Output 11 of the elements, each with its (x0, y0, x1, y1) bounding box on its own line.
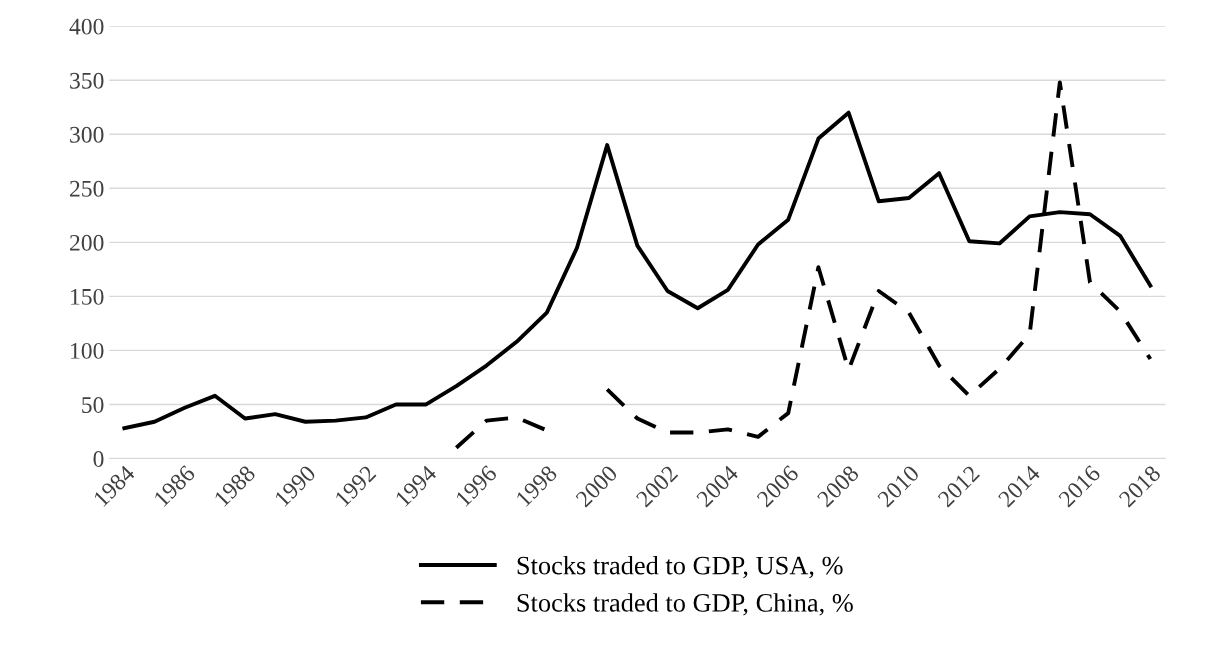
y-tick-label: 300 (70, 126, 104, 143)
y-tick-label: 150 (71, 288, 104, 305)
y-tick-label: 250 (70, 180, 104, 197)
y-tick-label: 350 (70, 72, 104, 89)
y-tick-label: 400 (69, 18, 104, 35)
legend-label: Stocks traded to GDP, China, % (517, 593, 853, 616)
y-tick-label: 50 (82, 396, 104, 413)
y-tick-label: 100 (71, 342, 104, 359)
y-tick-label: 200 (70, 234, 104, 251)
legend-label: Stocks traded to GDP, USA, % (517, 555, 843, 579)
y-tick-label: 0 (93, 450, 104, 467)
